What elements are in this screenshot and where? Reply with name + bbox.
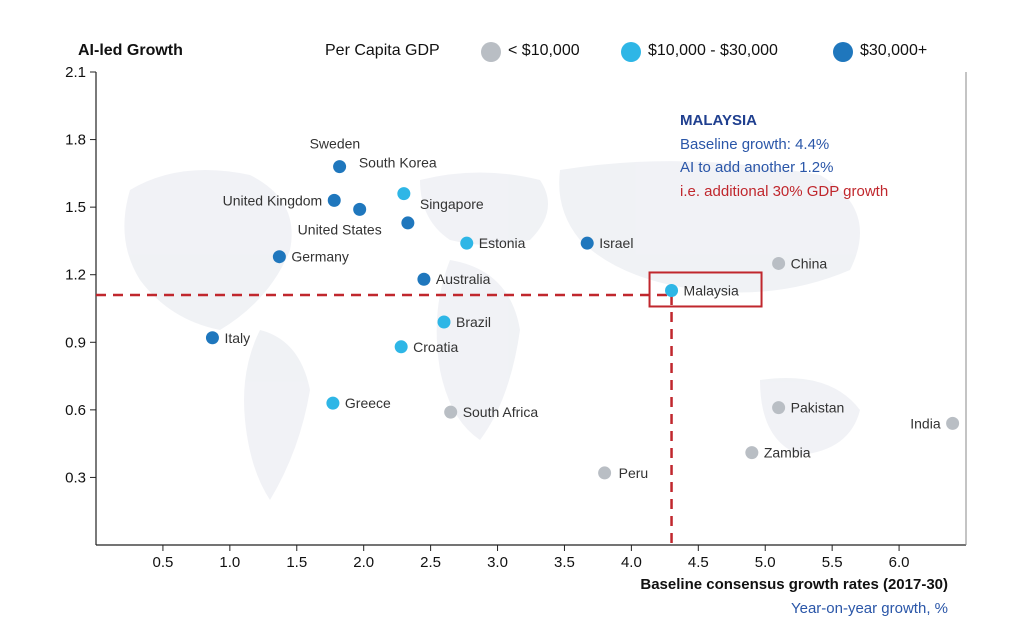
data-point-united-states: [353, 202, 367, 216]
data-point-greece: [326, 396, 340, 410]
data-point-australia: [417, 272, 431, 286]
x-tick-label: 3.0: [487, 554, 508, 571]
data-point-pakistan: [772, 401, 786, 415]
data-label-pakistan: Pakistan: [791, 400, 845, 416]
data-point-china: [772, 256, 786, 270]
legend-marker-mid: [621, 42, 641, 62]
data-label-estonia: Estonia: [479, 235, 526, 251]
legend: Per Capita GDP < $10,000 $10,000 - $30,0…: [325, 42, 927, 62]
data-label-italy: Italy: [224, 330, 250, 346]
x-tick-label: 4.0: [621, 554, 642, 571]
data-point-singapore: [401, 216, 415, 230]
data-label-brazil: Brazil: [456, 314, 491, 330]
data-label-greece: Greece: [345, 395, 391, 411]
data-point-malaysia: [665, 283, 679, 297]
data-label-malaysia: Malaysia: [684, 282, 739, 298]
y-axis-title: AI-led Growth: [78, 42, 183, 59]
data-point-south-korea: [397, 187, 411, 201]
x-tick-label: 1.0: [219, 554, 240, 571]
data-point-south-africa: [444, 405, 458, 419]
data-point-zambia: [745, 446, 759, 460]
legend-marker-low: [481, 42, 501, 62]
data-point-germany: [272, 250, 286, 264]
legend-marker-high: [833, 42, 853, 62]
x-tick-label: 5.0: [755, 554, 776, 571]
annotation-title: MALAYSIA: [680, 112, 757, 129]
legend-title: Per Capita GDP: [325, 42, 440, 59]
x-tick-label: 0.5: [152, 554, 173, 571]
y-tick-label: 0.6: [65, 402, 86, 419]
x-tick-label: 1.5: [286, 554, 307, 571]
data-point-peru: [598, 466, 612, 480]
data-label-india: India: [910, 415, 941, 431]
data-label-united-kingdom: United Kingdom: [223, 192, 323, 208]
x-tick-label: 5.5: [822, 554, 843, 571]
data-label-china: China: [791, 255, 828, 271]
annotation-line-3: i.e. additional 30% GDP growth: [680, 183, 888, 200]
data-label-sweden: Sweden: [310, 136, 361, 152]
world-map-backdrop: [124, 161, 860, 500]
x-tick-label: 4.5: [688, 554, 709, 571]
data-point-united-kingdom: [327, 193, 341, 207]
y-tick-label: 0.9: [65, 334, 86, 351]
data-label-croatia: Croatia: [413, 339, 458, 355]
x-axis-subtitle: Year-on-year growth, %: [791, 600, 948, 617]
data-point-italy: [205, 331, 219, 345]
data-label-germany: Germany: [291, 249, 349, 265]
highlight-box: [648, 271, 763, 308]
data-label-singapore: Singapore: [420, 196, 484, 212]
y-tick-label: 1.2: [65, 267, 86, 284]
data-point-estonia: [460, 236, 474, 250]
x-tick-label: 2.0: [353, 554, 374, 571]
legend-label-high: $30,000+: [860, 42, 927, 59]
malaysia-annotation: MALAYSIA Baseline growth: 4.4% AI to add…: [680, 112, 888, 200]
data-label-south-africa: South Africa: [463, 404, 539, 420]
y-tick-label: 1.8: [65, 132, 86, 149]
data-label-peru: Peru: [619, 465, 649, 481]
y-tick-label: 2.1: [65, 64, 86, 81]
y-tick-label: 1.5: [65, 199, 86, 216]
annotation-line-1: Baseline growth: 4.4%: [680, 136, 829, 153]
x-tick-label: 2.5: [420, 554, 441, 571]
data-point-croatia: [394, 340, 408, 354]
data-label-united-states: United States: [298, 221, 382, 237]
x-tick-label: 3.5: [554, 554, 575, 571]
annotation-line-2: AI to add another 1.2%: [680, 159, 833, 176]
data-label-zambia: Zambia: [764, 445, 811, 461]
data-point-brazil: [437, 315, 451, 329]
data-point-israel: [580, 236, 594, 250]
data-point-sweden: [333, 160, 347, 174]
data-label-australia: Australia: [436, 271, 491, 287]
y-tick-label: 0.3: [65, 469, 86, 486]
x-axis-title: Baseline consensus growth rates (2017-30…: [640, 576, 948, 593]
x-tick-label: 6.0: [889, 554, 910, 571]
data-label-south-korea: South Korea: [359, 155, 437, 171]
legend-label-mid: $10,000 - $30,000: [648, 42, 778, 59]
legend-label-low: < $10,000: [508, 42, 580, 59]
data-point-india: [946, 416, 960, 430]
data-label-israel: Israel: [599, 235, 633, 251]
